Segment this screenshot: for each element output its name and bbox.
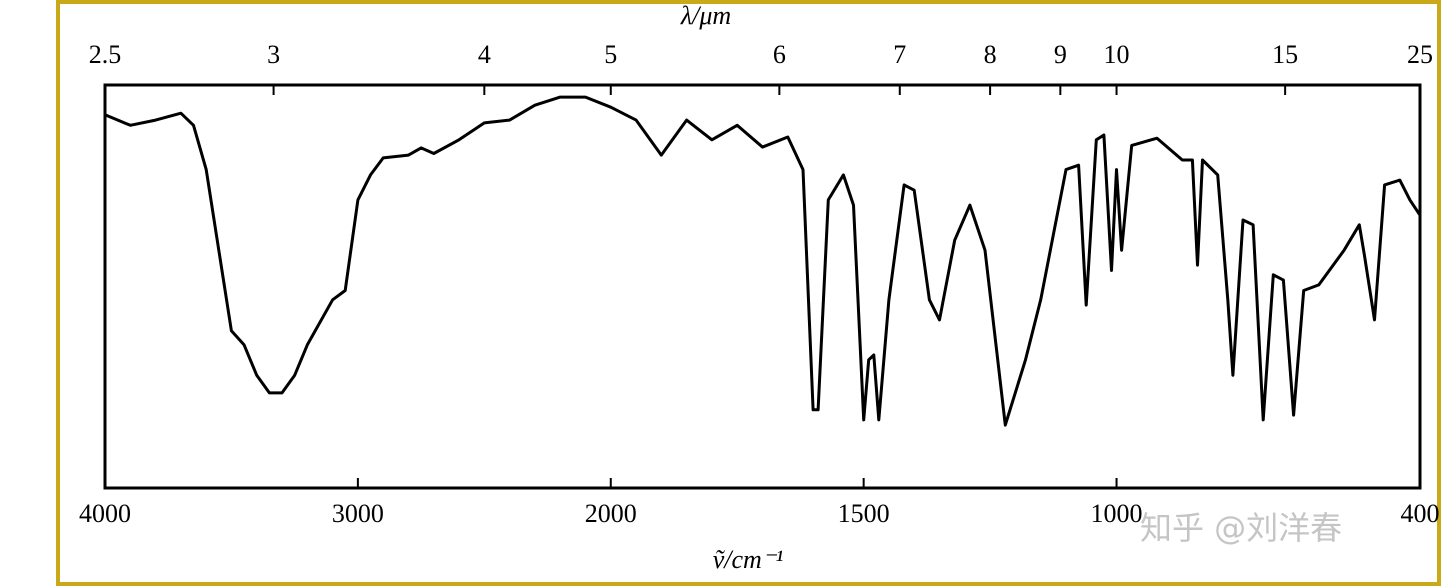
top-tick-label: 4 [478,40,491,69]
top-tick-label: 2.5 [89,40,122,69]
top-axis-label: λ/μm [680,1,731,30]
top-tick-label: 3 [267,40,280,69]
x-axis-label: ṽ/cm⁻¹ [713,545,784,574]
top-tick-label: 9 [1054,40,1067,69]
x-tick-label: 1000 [1091,499,1143,528]
top-tick-label: 6 [773,40,786,69]
top-tick-label: 7 [893,40,906,69]
top-tick-label: 15 [1272,40,1298,69]
top-tick-label: 10 [1104,40,1130,69]
x-tick-label: 4000 [79,499,131,528]
plot-area [103,83,1422,490]
x-tick-label: 2000 [585,499,637,528]
watermark: 知乎 @刘洋春 [1140,509,1342,547]
spectrum-line [104,95,1422,427]
x-tick-label: 3000 [332,499,384,528]
x-tick-label: 1500 [838,499,890,528]
top-tick-label: 5 [604,40,617,69]
top-tick-label: 8 [984,40,997,69]
x-tick-label: 400 [1401,499,1440,528]
frame [56,0,1441,586]
top-tick-label: 25 [1407,40,1433,69]
